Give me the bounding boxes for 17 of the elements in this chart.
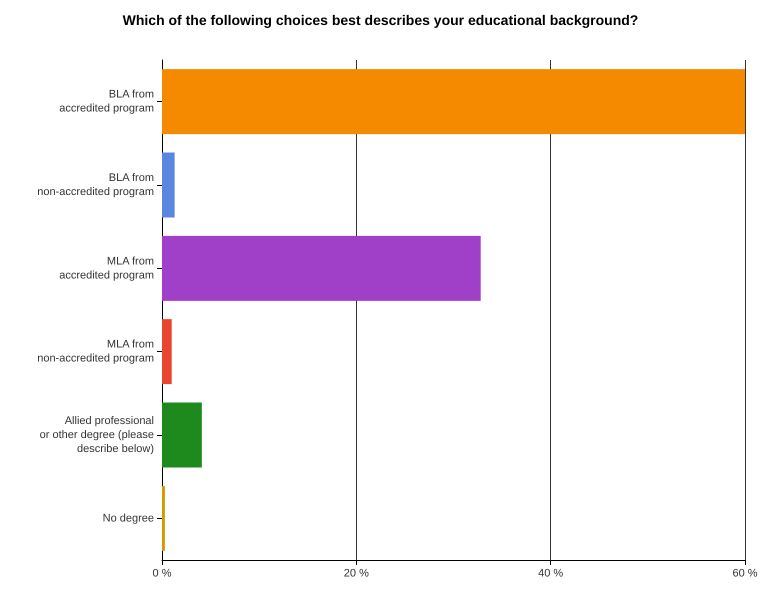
bar bbox=[162, 486, 165, 551]
y-tick-label: No degree bbox=[102, 512, 154, 524]
bar bbox=[162, 236, 481, 301]
y-tick-label: MLA from accredited program bbox=[59, 255, 154, 282]
chart-title: Which of the following choices best describes your educational background? bbox=[122, 12, 638, 28]
bar bbox=[162, 319, 172, 384]
y-tick-label: BLA from non-accredited program bbox=[37, 172, 154, 198]
bar bbox=[162, 402, 202, 468]
x-tick-label: 0 % bbox=[152, 568, 172, 580]
y-tick-label: BLA from accredited program bbox=[59, 88, 154, 115]
y-tick-label: MLA from non-accredited program bbox=[37, 338, 154, 365]
bar bbox=[162, 152, 175, 218]
x-tick-label: 40 % bbox=[538, 568, 564, 580]
x-tick-label: 60 % bbox=[732, 568, 758, 580]
bar bbox=[162, 69, 745, 134]
y-tick-label: Allied professional or other degree (please describe below) bbox=[40, 415, 154, 455]
x-tick-label: 20 % bbox=[344, 568, 370, 580]
